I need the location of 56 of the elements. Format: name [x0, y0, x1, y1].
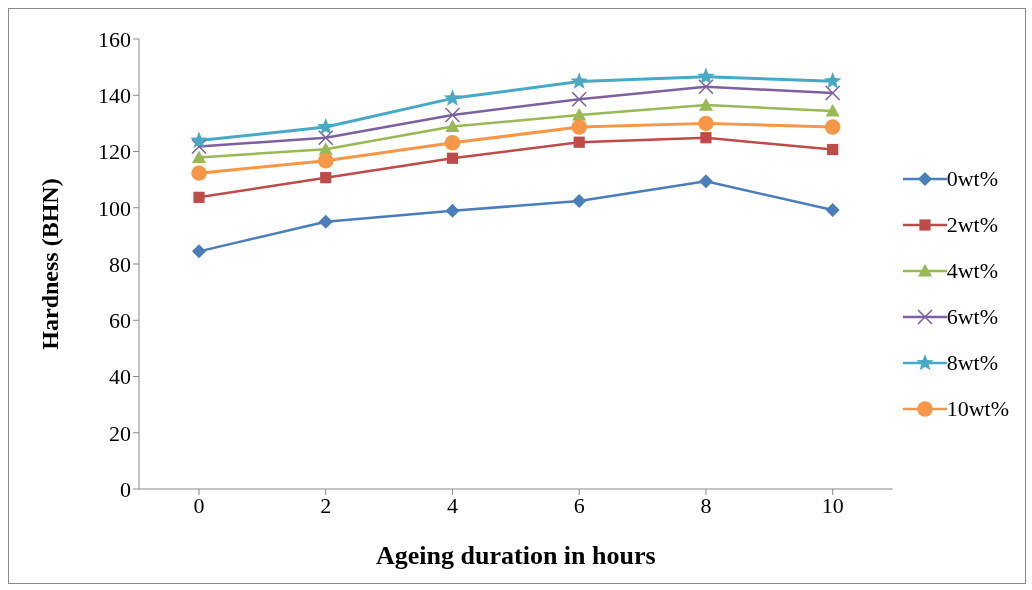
point: [318, 153, 334, 169]
point: [191, 138, 207, 155]
y-tick-label: 60: [109, 308, 131, 334]
point: [192, 150, 206, 164]
x-tick-label: 4: [446, 492, 458, 518]
point: [445, 119, 460, 133]
point: [317, 129, 334, 146]
point: [824, 119, 841, 135]
point: [827, 143, 839, 156]
point: [193, 191, 205, 203]
point: [570, 72, 588, 89]
legend-label: 6wt%: [946, 304, 998, 330]
point: [444, 135, 461, 151]
point: [190, 131, 208, 148]
x-tick-label: 8: [700, 492, 712, 518]
legend-label: 10wt%: [946, 396, 1009, 422]
point: [444, 107, 461, 123]
point: [445, 203, 460, 218]
point: [824, 72, 842, 89]
y-tick-label: 0: [120, 476, 131, 502]
x-tick-label: 6: [573, 492, 585, 518]
point: [191, 165, 207, 181]
point: [318, 214, 333, 229]
y-axis-title: Hardness (BHN): [36, 178, 63, 350]
point: [192, 244, 206, 259]
point: [573, 136, 585, 148]
y-tick-label: 20: [109, 420, 131, 446]
point: [825, 104, 840, 117]
x-axis-title: Ageing duration in hours: [376, 541, 656, 570]
point: [320, 172, 332, 184]
point: [824, 85, 841, 101]
point: [698, 98, 713, 111]
x-tick-label: 0: [193, 492, 205, 518]
point: [700, 132, 712, 144]
point: [698, 115, 714, 132]
legend-label: 0wt%: [946, 166, 998, 192]
point: [825, 203, 840, 217]
point: [446, 152, 459, 164]
y-tick-label: 160: [98, 26, 131, 52]
point: [698, 174, 713, 189]
y-tick-label: 100: [98, 195, 131, 221]
y-tick-label: 140: [98, 83, 131, 109]
x-tick-label: 10: [821, 492, 844, 518]
point: [571, 91, 587, 107]
legend-label: 4wt%: [946, 258, 998, 284]
y-tick-label: 120: [98, 139, 131, 165]
y-tick-label: 80: [109, 251, 131, 277]
point: [572, 194, 587, 208]
legend-label: 8wt%: [946, 350, 998, 376]
x-tick-label: 2: [320, 492, 332, 518]
point: [697, 67, 715, 85]
y-tick-label: 40: [109, 364, 131, 390]
point: [443, 89, 462, 106]
legend-label: 2wt%: [946, 212, 998, 238]
point: [698, 79, 714, 95]
point: [571, 119, 587, 135]
